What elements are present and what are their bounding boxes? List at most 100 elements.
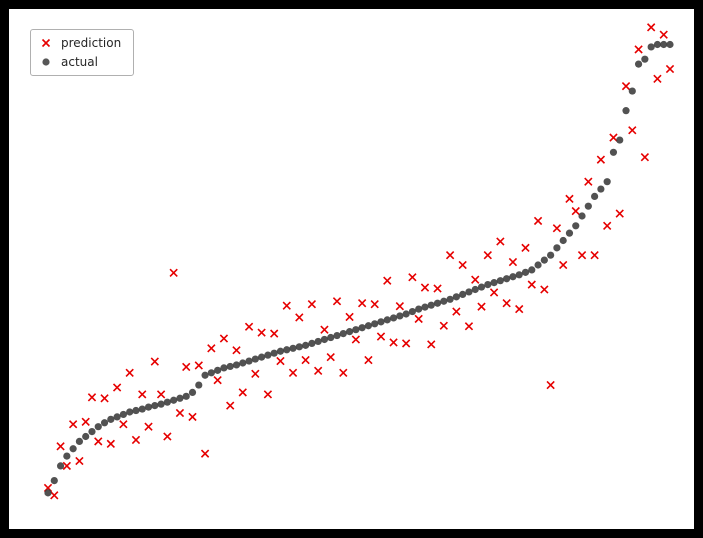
actual-marker [565,229,574,237]
prediction-marker [621,81,631,91]
prediction-marker [94,437,103,446]
prediction-marker [313,366,323,376]
prediction-marker [502,299,511,308]
prediction-marker [326,352,335,362]
prediction-marker [546,380,555,390]
actual-marker [251,355,259,363]
actual-marker [301,341,310,349]
actual-marker [308,339,316,347]
actual-marker [119,410,127,419]
actual-marker [660,40,668,49]
actual-marker [496,277,504,285]
actual-marker [195,381,203,389]
actual-marker [50,477,58,485]
actual-marker [371,320,379,328]
actual-marker [126,408,134,416]
prediction-marker [552,224,562,233]
actual-marker [421,303,429,311]
prediction-marker [320,325,329,334]
prediction-marker [515,304,524,314]
prediction-marker [590,251,599,260]
legend-label-actual: actual [61,55,98,69]
actual-marker [44,489,52,497]
actual-marker [82,432,90,441]
prediction-marker [62,461,72,471]
actual-marker [258,353,266,361]
actual-marker [408,307,417,316]
prediction-marker [609,133,618,142]
actual-marker [622,107,630,115]
actual-marker [264,351,272,359]
prediction-marker [75,456,84,466]
prediction-marker [263,390,273,399]
actual-marker [440,297,448,305]
actual-marker [383,316,391,324]
prediction-marker [106,439,115,449]
actual-marker [245,357,253,365]
actual-marker [88,428,96,436]
actual-marker [345,328,354,336]
actual-marker [170,396,178,404]
actual-marker [616,136,624,144]
actual-marker [339,330,347,338]
actual-marker [584,202,592,210]
actual-marker [295,343,303,351]
actual-marker [151,402,159,410]
actual-marker [69,445,77,453]
prediction-marker [383,276,392,285]
prediction-marker [144,422,153,431]
prediction-marker [163,432,172,441]
actual-marker [553,244,561,252]
actual-marker [201,371,209,379]
actual-marker [176,394,184,402]
prediction-marker [81,417,90,426]
prediction-marker [251,369,260,378]
actual-marker [484,281,492,289]
actual-marker [389,314,398,322]
actual-marker [528,266,536,274]
prediction-marker [395,301,405,311]
actual-marker [396,312,404,320]
prediction-marker [282,301,291,310]
prediction-marker [219,334,229,343]
actual-marker [100,419,109,427]
legend-label-prediction: prediction [61,36,122,50]
prediction-marker [496,237,505,246]
actual-marker [182,392,190,400]
actual-marker [207,369,215,377]
prediction-marker [665,64,675,74]
actual-marker [628,87,636,95]
prediction-marker [307,300,317,309]
prediction-marker [56,442,65,451]
prediction-marker [50,491,59,500]
prediction-marker [464,322,474,331]
actual-marker [132,406,140,415]
actual-marker [559,236,567,245]
actual-marker [433,299,442,307]
actual-marker [188,388,197,396]
actual-marker [452,293,460,301]
actual-marker [220,364,228,372]
prediction-marker [427,340,436,349]
actual-marker [609,148,618,156]
prediction-marker [565,194,574,204]
actual-marker [107,415,115,423]
actual-marker [534,261,542,269]
prediction-marker [213,375,222,385]
prediction-marker [439,321,448,330]
prediction-marker [483,251,492,260]
actual-marker [597,185,605,193]
actual-marker [333,331,341,340]
actual-marker [327,333,335,342]
legend-item-actual: actual [39,54,121,70]
prediction-marker [452,307,461,316]
points-layer [43,23,675,500]
actual-marker [352,326,360,334]
prediction-marker [332,297,342,306]
prediction-marker [653,74,662,83]
actual-marker [415,305,423,313]
actual-marker [94,423,102,431]
actual-marker [578,212,586,220]
